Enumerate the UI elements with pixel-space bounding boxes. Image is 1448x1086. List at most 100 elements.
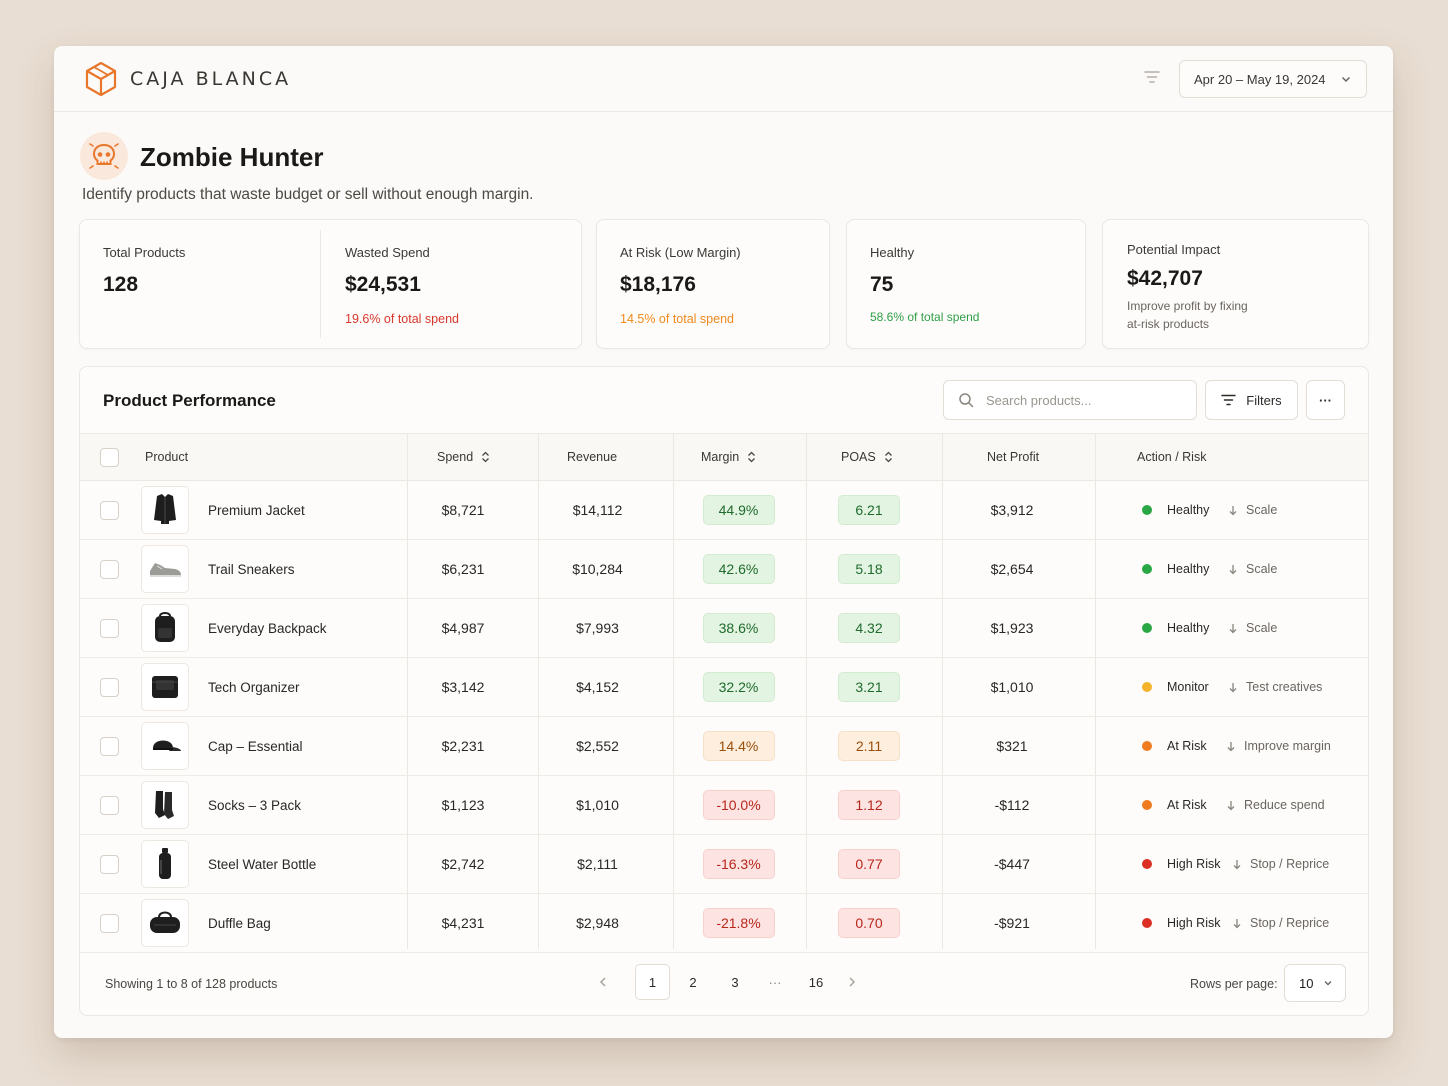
- row-checkbox[interactable]: [100, 717, 119, 775]
- table-header: Product Spend Revenue Margin POAS Net Pr…: [80, 433, 1368, 481]
- poas-cell: 5.18: [806, 540, 932, 598]
- showing-count: Showing 1 to 8 of 128 products: [105, 977, 278, 991]
- more-options-button[interactable]: ···: [1306, 380, 1345, 420]
- arrow-down-icon: [1229, 564, 1237, 574]
- cap-icon: [153, 740, 181, 751]
- col-spend-sort[interactable]: Spend: [437, 434, 490, 480]
- action-link[interactable]: Scale: [1228, 481, 1277, 539]
- chevron-down-icon: [1341, 76, 1351, 83]
- row-checkbox[interactable]: [100, 835, 119, 893]
- date-range-picker[interactable]: Apr 20 – May 19, 2024: [1179, 60, 1367, 98]
- rows-per-page-select[interactable]: 10: [1284, 964, 1346, 1002]
- row-checkbox[interactable]: [100, 599, 119, 657]
- product-thumbnail: [141, 835, 189, 893]
- arrow-down-icon: [1233, 918, 1241, 928]
- stat-label: Wasted Spend: [345, 245, 430, 260]
- action-link[interactable]: Test creatives: [1228, 658, 1322, 716]
- product-thumbnail: [141, 717, 189, 775]
- risk-status: At Risk: [1142, 717, 1207, 775]
- product-thumbnail: [141, 776, 189, 834]
- next-page-button[interactable]: [842, 964, 862, 1000]
- prev-page-button[interactable]: [593, 964, 613, 1000]
- col-margin-sort[interactable]: Margin: [701, 434, 756, 480]
- stat-value: $24,531: [345, 273, 421, 296]
- action-link[interactable]: Scale: [1228, 599, 1277, 657]
- column-divider: [673, 433, 674, 949]
- product-name[interactable]: Socks – 3 Pack: [208, 797, 302, 813]
- date-range-value: Apr 20 – May 19, 2024: [1194, 71, 1326, 87]
- select-all-checkbox[interactable]: [100, 434, 119, 480]
- status-label: At Risk: [1167, 798, 1207, 812]
- action-link[interactable]: Stop / Reprice: [1232, 835, 1329, 893]
- poas-pill: 4.32: [838, 613, 900, 643]
- poas-pill: 0.77: [838, 849, 900, 879]
- risk-status: High Risk: [1142, 835, 1221, 893]
- table-row[interactable]: Socks – 3 Pack $1,123 $1,010 -10.0% 1.12…: [80, 776, 1368, 835]
- page-button-3[interactable]: 3: [731, 974, 739, 990]
- action-link[interactable]: Scale: [1228, 540, 1277, 598]
- stat-potential-impact: Potential Impact $42,707 Improve profit …: [1127, 220, 1248, 333]
- product-name[interactable]: Premium Jacket: [208, 502, 305, 518]
- search-input[interactable]: [986, 392, 1176, 408]
- table-row[interactable]: Trail Sneakers $6,231 $10,284 42.6% 5.18…: [80, 540, 1368, 599]
- col-margin: Margin: [701, 450, 740, 464]
- risk-status: High Risk: [1142, 894, 1221, 952]
- row-checkbox[interactable]: [100, 658, 119, 716]
- poas-cell: 0.70: [806, 894, 932, 952]
- product-name[interactable]: Cap – Essential: [208, 738, 303, 754]
- column-divider: [1095, 433, 1096, 949]
- chevron-right-icon: [849, 977, 856, 987]
- margin-pill: -16.3%: [702, 849, 775, 879]
- product-name[interactable]: Duffle Bag: [208, 915, 271, 931]
- table-row[interactable]: Duffle Bag $4,231 $2,948 -21.8% 0.70 -$9…: [80, 894, 1368, 953]
- table-row[interactable]: Cap – Essential $2,231 $2,552 14.4% 2.11…: [80, 717, 1368, 776]
- brand[interactable]: CAJA BLANCA: [84, 61, 291, 97]
- stats-card-spend: Total Products 128 Wasted Spend $24,531 …: [79, 219, 582, 349]
- product-name[interactable]: Everyday Backpack: [208, 620, 327, 636]
- action-link[interactable]: Reduce spend: [1226, 776, 1325, 834]
- net-profit-value: $1,010: [990, 679, 1034, 695]
- stat-label: Total Products: [103, 245, 186, 260]
- action-link[interactable]: Improve margin: [1226, 717, 1331, 775]
- margin-cell: -21.8%: [673, 894, 804, 952]
- stat-note: 58.6% of total spend: [870, 310, 980, 324]
- app-window: CAJA BLANCA Apr 20 – May 19, 2024 Zombie…: [54, 46, 1393, 1038]
- row-checkbox[interactable]: [100, 540, 119, 598]
- filters-button[interactable]: Filters: [1205, 380, 1298, 420]
- net-profit-value: $3,912: [990, 502, 1034, 518]
- table-row[interactable]: Steel Water Bottle $2,742 $2,111 -16.3% …: [80, 835, 1368, 894]
- col-poas-sort[interactable]: POAS: [841, 434, 893, 480]
- bottle-icon: [159, 848, 171, 879]
- backpack-icon: [155, 612, 175, 642]
- stat-value: $18,176: [620, 273, 696, 296]
- row-checkbox[interactable]: [100, 776, 119, 834]
- row-checkbox[interactable]: [100, 894, 119, 952]
- table-row[interactable]: Tech Organizer $3,142 $4,152 32.2% 3.21 …: [80, 658, 1368, 717]
- product-name[interactable]: Tech Organizer: [208, 679, 300, 695]
- product-name[interactable]: Steel Water Bottle: [208, 856, 317, 872]
- page-button-1[interactable]: 1: [635, 964, 670, 1000]
- risk-status: Healthy: [1142, 599, 1209, 657]
- search-box[interactable]: [943, 380, 1197, 420]
- arrow-down-icon: [1229, 623, 1237, 633]
- table-row[interactable]: Everyday Backpack $4,987 $7,993 38.6% 4.…: [80, 599, 1368, 658]
- organizer-icon: [152, 676, 178, 698]
- table-row[interactable]: Premium Jacket $8,721 $14,112 44.9% 6.21…: [80, 481, 1368, 540]
- action-label: Scale: [1246, 562, 1278, 576]
- poas-pill: 5.18: [838, 554, 900, 584]
- filter-icon[interactable]: [1144, 70, 1160, 91]
- revenue-value: $2,948: [576, 915, 619, 931]
- margin-cell: 42.6%: [673, 540, 804, 598]
- stat-note: 19.6% of total spend: [345, 312, 459, 326]
- stat-note-line: Improve profit by fixing: [1127, 299, 1248, 313]
- spend-value: $2,231: [441, 738, 485, 754]
- page-button-2[interactable]: 2: [689, 974, 697, 990]
- product-name[interactable]: Trail Sneakers: [208, 561, 295, 577]
- margin-cell: 44.9%: [673, 481, 804, 539]
- search-icon: [959, 393, 974, 408]
- margin-pill: 42.6%: [702, 554, 775, 584]
- page-button-16[interactable]: 16: [808, 974, 824, 990]
- action-link[interactable]: Stop / Reprice: [1232, 894, 1329, 952]
- row-checkbox[interactable]: [100, 481, 119, 539]
- spend-value: $6,231: [441, 561, 485, 577]
